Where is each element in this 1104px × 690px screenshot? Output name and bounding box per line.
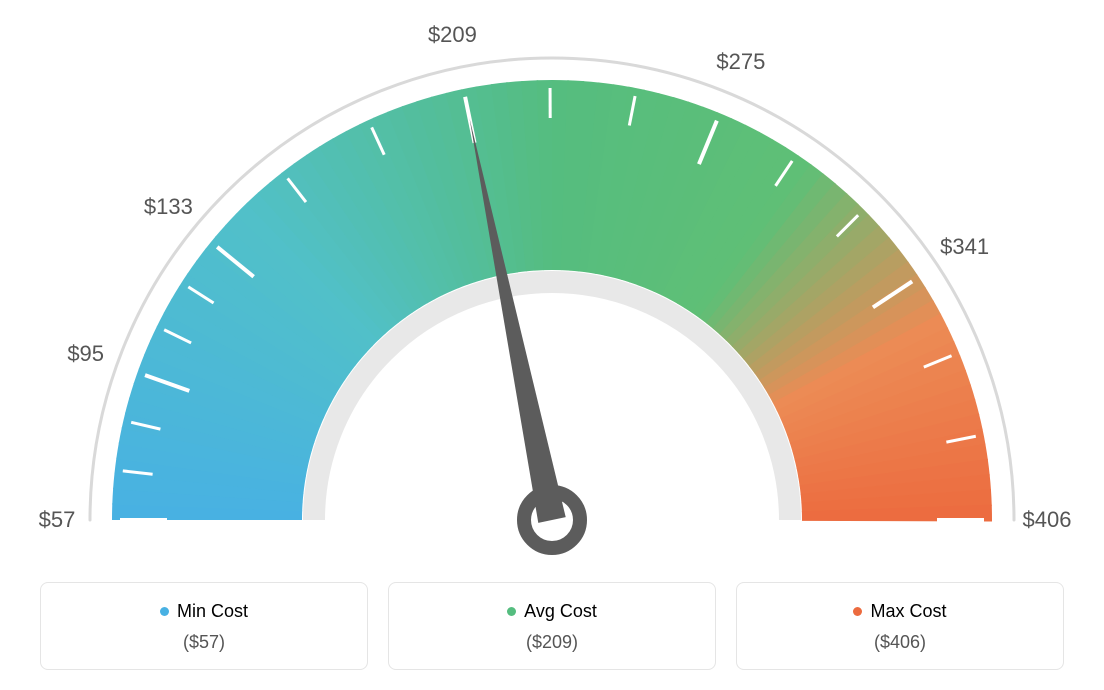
legend-card-max: Max Cost ($406) (736, 582, 1064, 670)
legend-label-max: Max Cost (870, 601, 946, 622)
gauge-tick-label: $209 (428, 22, 477, 48)
legend-value-max: ($406) (747, 632, 1053, 653)
legend-value-avg: ($209) (399, 632, 705, 653)
gauge-tick-label: $406 (1023, 507, 1072, 533)
legend-dot-max (853, 607, 862, 616)
legend-label-avg: Avg Cost (524, 601, 597, 622)
legend-dot-avg (507, 607, 516, 616)
legend-title-avg: Avg Cost (507, 601, 597, 622)
gauge-chart: $57 $95 $133 $209 $275 $341 $406 (0, 0, 1104, 560)
legend-title-max: Max Cost (853, 601, 946, 622)
legend-card-min: Min Cost ($57) (40, 582, 368, 670)
legend-value-min: ($57) (51, 632, 357, 653)
gauge-tick-label: $57 (39, 507, 76, 533)
gauge-tick-label: $95 (67, 341, 104, 367)
legend-card-avg: Avg Cost ($209) (388, 582, 716, 670)
gauge-tick-label: $133 (144, 194, 193, 220)
chart-container: $57 $95 $133 $209 $275 $341 $406 Min Cost ($57… (0, 0, 1104, 690)
gauge-tick-label: $275 (716, 49, 765, 75)
gauge-tick-label: $341 (940, 234, 989, 260)
legend-row: Min Cost ($57) Avg Cost ($209) Max Cost … (40, 582, 1064, 670)
legend-label-min: Min Cost (177, 601, 248, 622)
legend-title-min: Min Cost (160, 601, 248, 622)
legend-dot-min (160, 607, 169, 616)
